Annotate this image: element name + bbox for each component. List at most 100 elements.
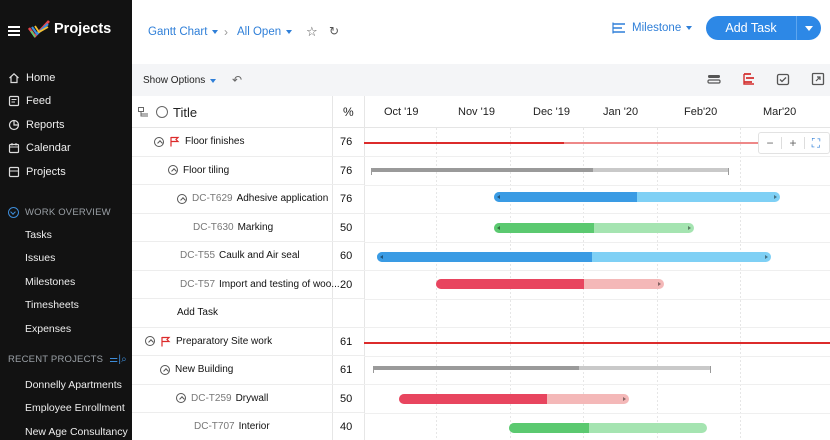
table-row[interactable]: DC-T707 Interior 40 — [132, 413, 364, 440]
collapse-icon[interactable] — [168, 165, 178, 175]
work-overview-title: WORK OVERVIEW — [25, 207, 111, 218]
milestone-line[interactable] — [364, 342, 830, 344]
task-bar[interactable] — [509, 423, 707, 433]
summary-bar[interactable] — [373, 366, 711, 373]
milestone-selector[interactable]: Milestone — [612, 22, 693, 34]
task-bar[interactable] — [494, 223, 694, 233]
task-code: DC-T259 — [191, 392, 232, 404]
collapse-icon[interactable] — [154, 136, 164, 147]
zoom-out-icon[interactable]: − — [766, 136, 774, 150]
chevron-down-icon — [286, 30, 293, 34]
nav-item-projects[interactable]: Projects — [0, 160, 132, 184]
table-row[interactable]: DC-T629 Adhesive application 76 — [132, 185, 364, 214]
row-line — [364, 384, 830, 385]
sidebar: Projects Home Feed Reports Calendar Proj… — [0, 0, 132, 440]
work-overview-header[interactable]: WORK OVERVIEW — [0, 207, 111, 218]
month-label: Jan '20 — [603, 106, 639, 118]
collapse-icon[interactable] — [176, 393, 186, 403]
task-bar[interactable] — [377, 252, 771, 262]
row-line — [364, 213, 830, 214]
task-percent: 76 — [340, 136, 353, 148]
recent-project-item[interactable]: New Age Consultancy — [25, 425, 128, 438]
nav-item-label: Projects — [26, 165, 66, 178]
collapse-all-icon[interactable] — [156, 106, 168, 118]
task-percent: 76 — [340, 193, 353, 205]
table-row[interactable]: Floor finishes 76 — [132, 128, 364, 157]
projects-logo-icon — [28, 20, 50, 39]
nav-item-label: Home — [26, 71, 56, 84]
nav-item-label: Reports — [26, 118, 65, 131]
task-bar[interactable] — [399, 394, 629, 404]
task-percent: 20 — [340, 278, 353, 291]
milestone-line-remaining — [564, 142, 764, 144]
task-name: Adhesive application — [236, 193, 329, 204]
refresh-icon[interactable]: ↻ — [329, 24, 340, 38]
sidebar-item-tasks[interactable]: Tasks — [25, 228, 52, 241]
sidebar-item-milestones[interactable]: Milestones — [25, 275, 76, 288]
task-name: Import and testing of woo... — [219, 278, 340, 290]
month-label: Oct '19 — [384, 106, 419, 118]
task-bar[interactable] — [436, 279, 664, 289]
column-divider — [332, 96, 333, 440]
expand-icon[interactable] — [811, 72, 825, 86]
show-options-label: Show Options — [143, 75, 206, 86]
filter-search-icon[interactable]: ⚌|⌕ — [109, 354, 127, 365]
table-row[interactable]: Preparatory Site work 61 — [132, 328, 364, 356]
recent-project-item[interactable]: Donnelly Apartments — [25, 378, 122, 391]
gantt-toolbar: Show Options ↶ — [132, 64, 830, 96]
nav-item-home[interactable]: Home — [0, 66, 132, 90]
critical-path-icon[interactable] — [742, 72, 756, 86]
table-row[interactable]: DC-T630 Marking 50 — [132, 214, 364, 242]
work-overview-list: Tasks Issues Milestones Timesheets Expen… — [0, 223, 132, 341]
collapse-icon[interactable] — [145, 336, 155, 346]
nav-item-reports[interactable]: Reports — [0, 113, 132, 137]
summary-bar[interactable] — [371, 168, 729, 175]
nav-item-calendar[interactable]: Calendar — [0, 137, 132, 161]
task-name: Interior — [238, 421, 270, 432]
gridline — [740, 128, 741, 440]
layers-icon[interactable] — [707, 72, 721, 86]
zoom-in-icon[interactable]: + — [789, 136, 797, 150]
column-header-percent[interactable]: % — [343, 105, 354, 119]
star-icon[interactable]: ☆ — [306, 24, 318, 39]
task-name: Floor finishes — [185, 136, 245, 147]
gantt-chart — [364, 128, 830, 440]
collapse-icon[interactable] — [177, 193, 187, 204]
filter-selector[interactable]: All Open — [237, 26, 293, 38]
sidebar-item-expenses[interactable]: Expenses — [25, 322, 72, 335]
row-line — [364, 156, 830, 157]
task-percent: 61 — [340, 364, 353, 376]
add-task-dropdown[interactable] — [796, 16, 821, 40]
task-percent: 50 — [340, 392, 353, 405]
calendar-today-icon[interactable] — [776, 72, 790, 86]
row-line — [364, 298, 830, 300]
add-task-button[interactable]: Add Task — [706, 16, 821, 40]
collapse-icon[interactable] — [160, 364, 170, 375]
nav-item-label: Calendar — [26, 142, 71, 155]
sidebar-item-issues[interactable]: Issues — [25, 252, 56, 265]
recent-project-item[interactable]: Employee Enrollment — [25, 402, 125, 415]
home-icon — [8, 72, 20, 84]
table-row[interactable]: New Building 61 — [132, 356, 364, 385]
column-header-title[interactable]: Title — [173, 105, 198, 120]
add-task-label: Add Task — [725, 21, 777, 35]
hamburger-menu-icon[interactable] — [8, 26, 20, 36]
show-options-button[interactable]: Show Options — [143, 75, 217, 86]
task-percent: 76 — [340, 164, 353, 177]
table-row[interactable]: DC-T55 Caulk and Air seal 60 — [132, 242, 364, 271]
table-row[interactable]: Floor tiling 76 — [132, 157, 364, 185]
add-task-link[interactable]: Add Task — [177, 307, 218, 318]
fit-to-screen-icon[interactable]: ⛶ — [811, 135, 821, 150]
task-bar[interactable] — [494, 192, 780, 202]
view-selector[interactable]: Gantt Chart — [148, 26, 219, 38]
recent-projects-list: Donnelly Apartments Employee Enrollment … — [0, 373, 132, 440]
task-name: Caulk and Air seal — [219, 250, 300, 261]
table-row[interactable]: DC-T57 Import and testing of woo... 20 — [132, 271, 364, 299]
nav-item-feed[interactable]: Feed — [0, 90, 132, 114]
hierarchy-icon[interactable] — [138, 107, 149, 118]
row-line — [364, 355, 830, 357]
task-name: Marking — [237, 221, 274, 233]
undo-icon[interactable]: ↶ — [232, 73, 243, 87]
table-row[interactable]: DC-T259 Drywall 50 — [132, 385, 364, 413]
sidebar-item-timesheets[interactable]: Timesheets — [25, 299, 79, 312]
